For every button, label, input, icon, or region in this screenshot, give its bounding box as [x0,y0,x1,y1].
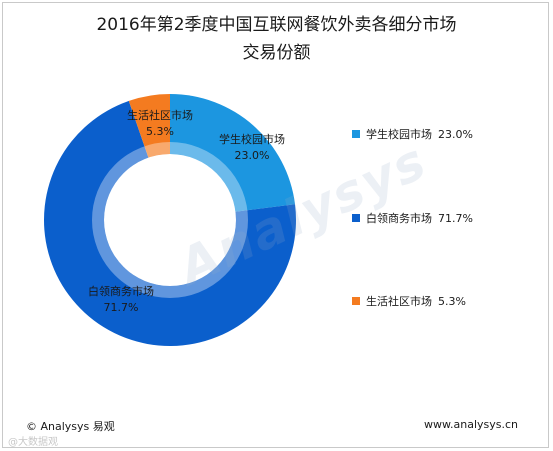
inner-ring [92,142,248,298]
legend-swatch [352,214,360,222]
slice-label-name: 生活社区市场 [127,109,193,122]
legend-label: 白领商务市场 [366,212,432,225]
chart-subtitle: 交易份额 [242,43,311,63]
donut-hole [104,154,236,286]
legend-item-community: 生活社区市场 5.3% [352,293,466,309]
legend-swatch [352,130,360,138]
legend-label: 学生校园市场 [366,128,432,141]
slice-label-value: 71.7% [103,301,139,314]
legend-item-campus: 学生校园市场 23.0% [352,126,473,142]
footer-url: www.analysys.cn [424,418,518,431]
slice-label-name: 学生校园市场 [219,133,285,146]
slice-label-business: 白领商务市场 71.7% [76,284,166,316]
slice-label-community: 生活社区市场 5.3% [115,108,205,140]
legend-swatch [352,297,360,305]
slice-label-value: 5.3% [146,125,174,138]
legend-value: 23.0% [438,127,473,141]
legend-value: 71.7% [438,211,473,225]
slice-label-campus: 学生校园市场 23.0% [210,132,294,164]
legend-label: 生活社区市场 [366,295,432,308]
watermark-source: @大数据观 [8,437,58,448]
footer-copyright: © Analysys 易观 [26,420,115,433]
chart-title: 2016年第2季度中国互联网餐饮外卖各细分市场 [96,15,457,35]
legend-item-business: 白领商务市场 71.7% [352,210,473,226]
legend-value: 5.3% [438,294,466,308]
slice-label-name: 白领商务市场 [88,285,154,298]
slice-label-value: 23.0% [234,149,270,162]
